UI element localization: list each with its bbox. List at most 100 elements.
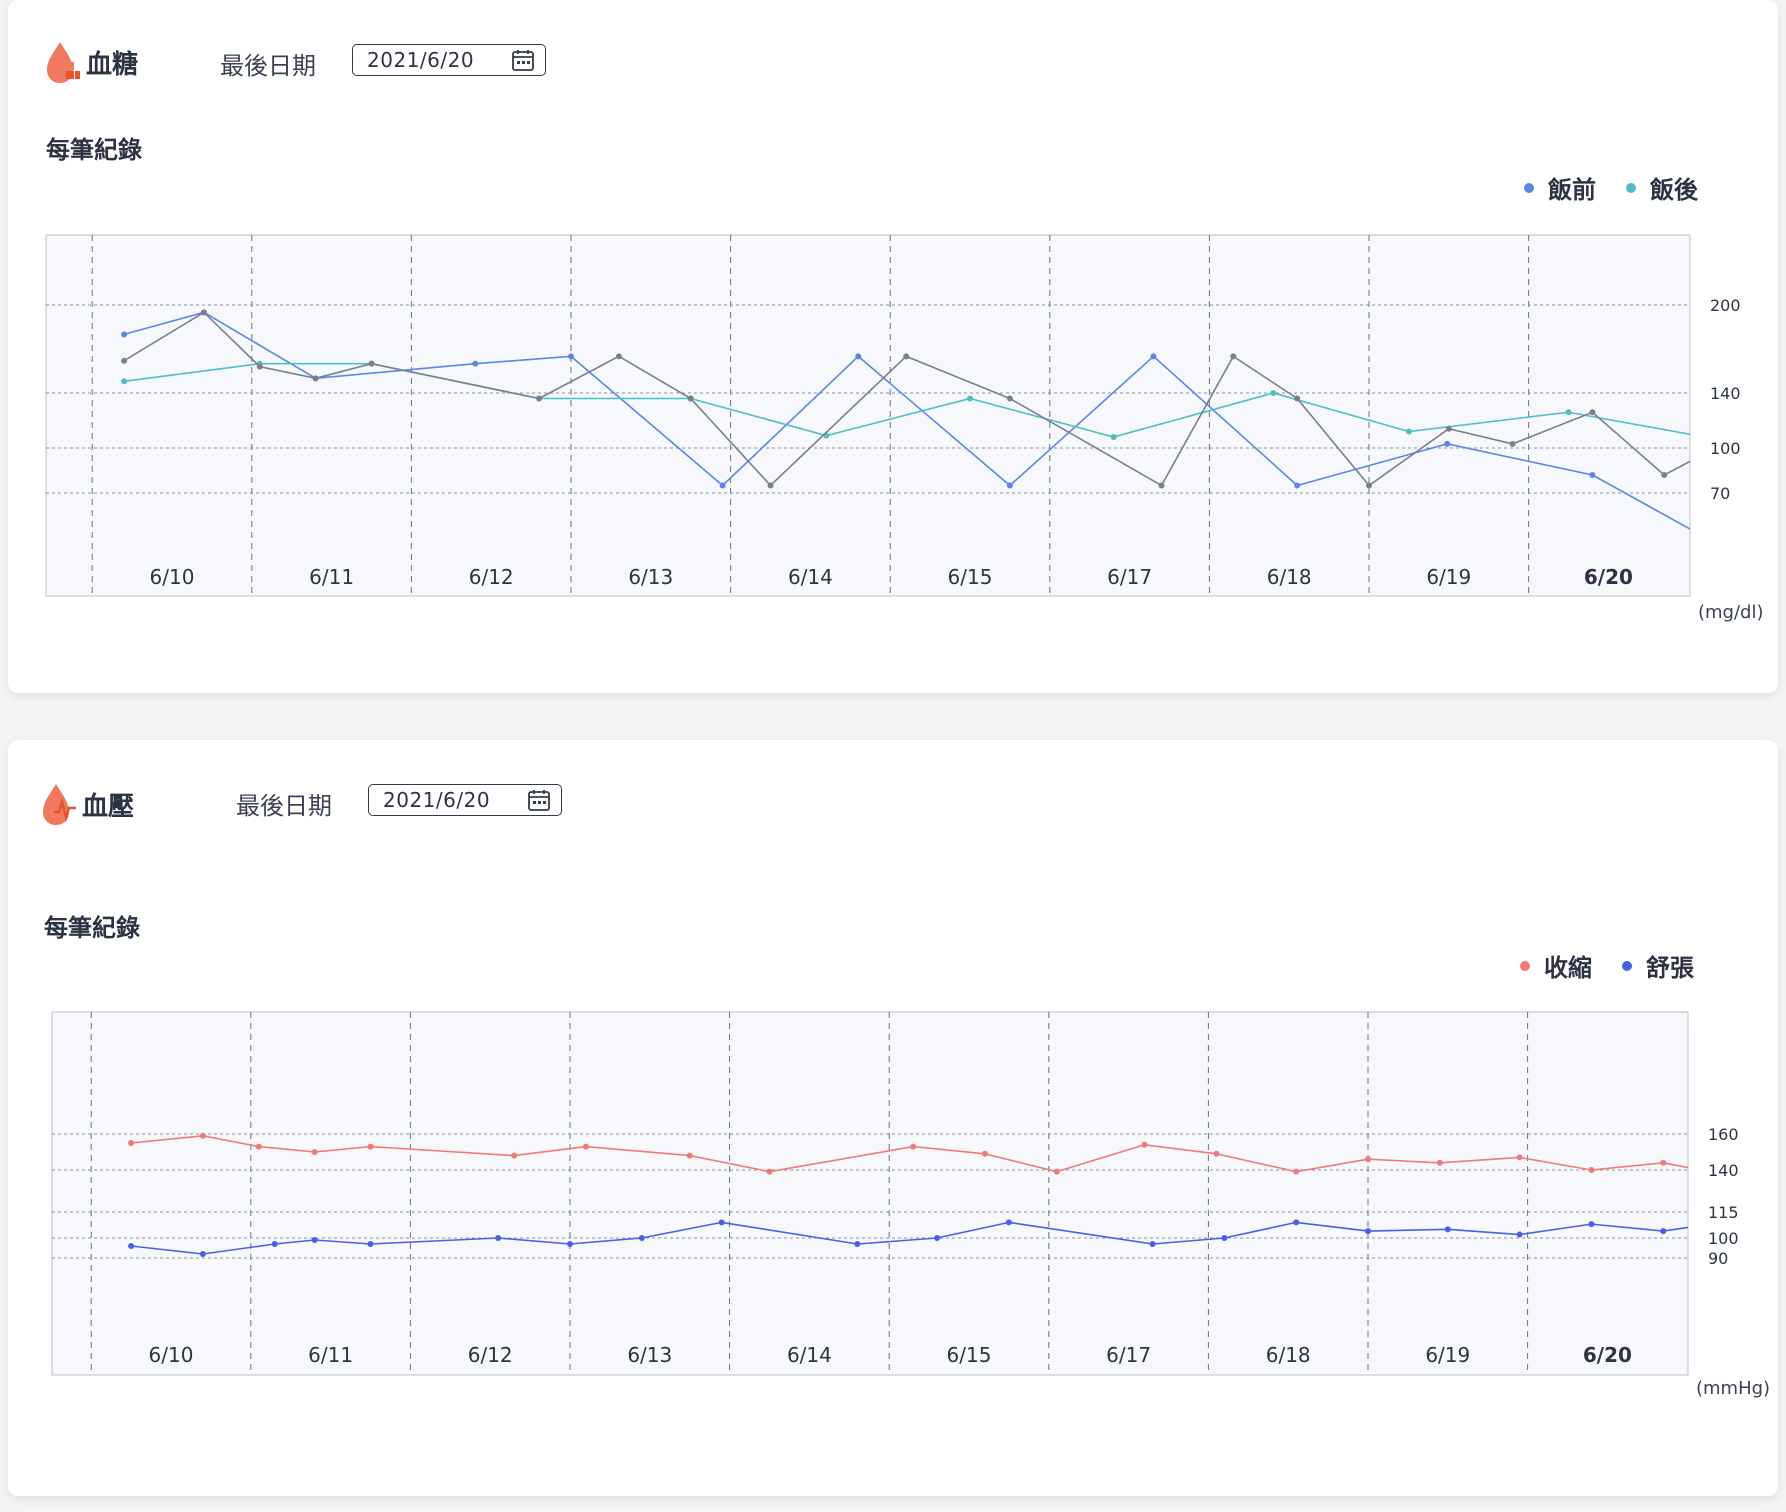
- data-point: [1150, 353, 1157, 360]
- blood-sugar-header: 血糖: [44, 40, 138, 84]
- data-point: [511, 1152, 518, 1159]
- legend-label: 收縮: [1544, 954, 1592, 982]
- blood-sugar-card: 血糖 最後日期 2021/6/20 每筆紀錄 飯前 飯後 200 140 100 70…: [8, 0, 1778, 693]
- data-point: [495, 1235, 502, 1241]
- data-point: [1110, 434, 1117, 440]
- x-tick-label: 6/14: [787, 1343, 832, 1367]
- blood-sugar-title: 血糖: [86, 49, 139, 80]
- legend-systolic[interactable]: 收縮: [1520, 948, 1592, 983]
- legend-before-meal[interactable]: 飯前: [1524, 170, 1596, 205]
- y-tick-label: 70: [1710, 484, 1730, 503]
- data-point: [1660, 1228, 1667, 1235]
- data-point: [910, 1143, 917, 1150]
- legend-label: 飯後: [1650, 176, 1698, 204]
- data-point: [582, 1143, 589, 1150]
- data-point: [121, 357, 128, 364]
- date-picker-value: 2021/6/20: [367, 48, 475, 72]
- data-point: [1221, 1235, 1228, 1241]
- legend-label: 舒張: [1646, 954, 1694, 982]
- series-line-舒張: [131, 1221, 1688, 1255]
- unit-label: (mmHg): [1696, 1378, 1771, 1399]
- chart-legend: 飯前 飯後: [1494, 170, 1698, 205]
- data-point: [472, 360, 479, 367]
- y-tick-label: 100: [1708, 1229, 1739, 1248]
- data-point: [1149, 1241, 1156, 1247]
- data-point: [1661, 472, 1668, 478]
- calendar-icon[interactable]: [527, 788, 551, 812]
- data-point: [121, 331, 128, 338]
- legend-after-meal[interactable]: 飯後: [1626, 170, 1698, 205]
- data-point: [255, 1143, 262, 1150]
- data-point: [256, 363, 263, 370]
- data-point: [686, 1152, 693, 1159]
- x-tick-label: 6/19: [1426, 565, 1471, 589]
- y-tick-label: 160: [1708, 1125, 1739, 1144]
- data-point: [1005, 1219, 1012, 1226]
- data-point: [1365, 1156, 1371, 1163]
- drop-icon: [43, 784, 76, 825]
- x-tick-label: 6/14: [788, 565, 833, 589]
- legend-diastolic[interactable]: 舒張: [1622, 948, 1694, 983]
- data-point: [766, 1168, 773, 1175]
- x-tick-label: 6/17: [1106, 1343, 1151, 1367]
- legend-dot: [1524, 182, 1534, 193]
- x-tick-label: 6/17: [1107, 565, 1152, 589]
- x-tick-label: 6/12: [469, 565, 514, 589]
- data-point: [1516, 1154, 1523, 1161]
- x-tick-label: 6/20: [1584, 565, 1633, 589]
- x-tick-label: 6/15: [947, 1343, 992, 1367]
- x-tick-label: 6/12: [468, 1343, 513, 1367]
- data-point: [1660, 1159, 1667, 1166]
- data-point: [200, 309, 207, 316]
- calendar-icon[interactable]: [511, 48, 535, 72]
- data-point: [199, 1132, 206, 1139]
- x-tick-label: 6/11: [308, 1343, 353, 1367]
- date-picker[interactable]: 2021/6/20: [352, 44, 546, 76]
- data-point: [1366, 482, 1372, 489]
- section-title: 每筆紀錄: [44, 914, 140, 942]
- y-tick-label: 90: [1708, 1249, 1728, 1268]
- y-tick-label: 200: [1710, 296, 1741, 315]
- section-title: 每筆紀錄: [46, 136, 142, 164]
- data-point: [1158, 482, 1165, 489]
- data-point: [367, 1143, 374, 1150]
- data-point: [967, 395, 973, 402]
- data-point: [121, 378, 128, 385]
- data-point: [1509, 440, 1516, 447]
- last-date-label: 最後日期: [220, 52, 316, 80]
- data-point: [1141, 1141, 1148, 1148]
- series-line-收縮: [131, 1134, 1688, 1173]
- data-point: [1270, 390, 1277, 396]
- date-picker[interactable]: 2021/6/20: [368, 784, 562, 816]
- data-point: [615, 353, 622, 360]
- data-point: [1365, 1228, 1371, 1235]
- unit-label: (mg/dl): [1698, 602, 1764, 623]
- y-tick-label: 140: [1710, 384, 1741, 403]
- data-point: [1405, 428, 1412, 435]
- data-point: [1445, 425, 1452, 432]
- y-tick-label: 100: [1710, 439, 1741, 458]
- data-point: [311, 1149, 318, 1155]
- data-point: [903, 353, 910, 360]
- series-group: [121, 309, 1739, 558]
- data-point: [1006, 395, 1013, 402]
- data-point: [687, 395, 694, 402]
- data-point: [981, 1150, 988, 1157]
- data-point: [1444, 1226, 1451, 1233]
- x-tick-label: 6/18: [1267, 565, 1312, 589]
- data-point: [567, 1241, 573, 1247]
- data-point: [1294, 395, 1301, 402]
- data-point: [1733, 552, 1739, 558]
- data-point: [719, 482, 726, 489]
- data-point: [1588, 1167, 1595, 1173]
- y-tick-label: 140: [1708, 1161, 1739, 1180]
- drop-icon: [47, 42, 80, 83]
- blood-pressure-header: 血壓: [40, 782, 134, 826]
- data-point: [1444, 440, 1451, 447]
- data-point: [128, 1243, 135, 1249]
- data-point: [311, 1237, 318, 1243]
- data-point: [1293, 1219, 1300, 1226]
- data-point: [1436, 1159, 1443, 1166]
- x-tick-label: 6/11: [309, 565, 354, 589]
